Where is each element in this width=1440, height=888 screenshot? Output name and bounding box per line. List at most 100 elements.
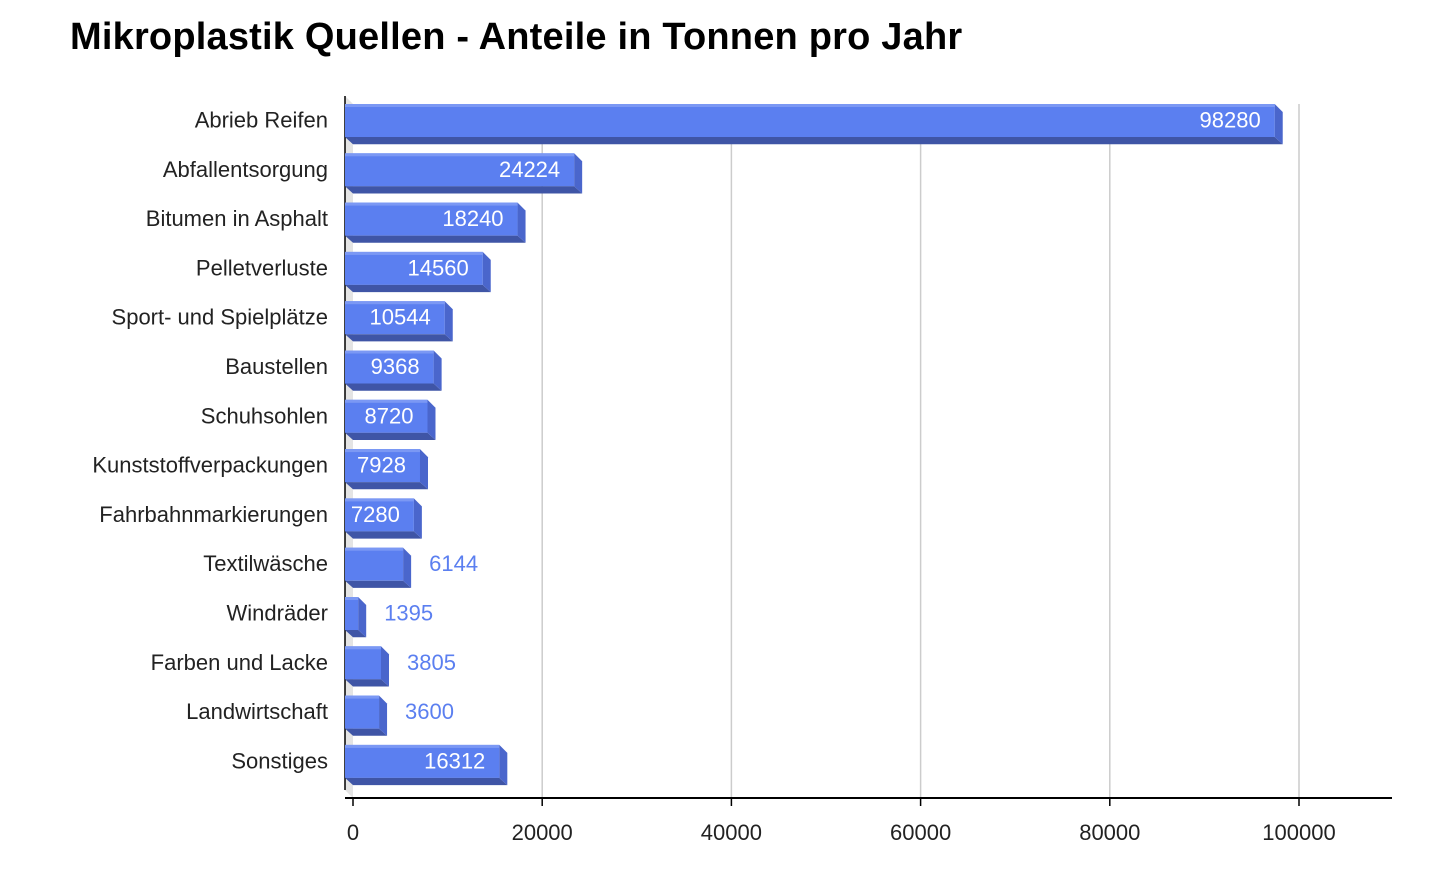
bar-side-face (380, 646, 389, 687)
bar-side-face (419, 449, 428, 490)
labels: 0 20000 40000 60000 80000 100000 Abrieb Reifen… (92, 108, 1335, 846)
category-label: Fahrbahnmarkierungen (99, 502, 328, 527)
bar-top-highlight (345, 202, 518, 206)
bar-front-face (345, 744, 500, 778)
data-label: 7280 (351, 502, 400, 527)
bar-bottom-face (345, 235, 526, 243)
bar (345, 301, 453, 342)
bar-bottom-face (345, 383, 442, 391)
bar (345, 498, 422, 539)
bar (345, 547, 412, 588)
category-label: Abrieb Reifen (195, 108, 328, 133)
bar-bottom-face (345, 334, 453, 342)
category-label: Kunststoffverpackungen (92, 453, 328, 478)
data-label: 24224 (499, 157, 560, 182)
bar-front-face (345, 350, 434, 384)
bar-front-face (345, 646, 381, 680)
bar-top-highlight (345, 449, 420, 453)
bar-side-face (403, 547, 412, 588)
x-tick-label: 40000 (701, 820, 762, 845)
bar-top-highlight (345, 547, 404, 551)
bar-side-face (482, 251, 491, 293)
bar-side-face (499, 744, 508, 786)
bar-bottom-face (345, 679, 389, 687)
gridlines (541, 104, 1300, 798)
x-tick-label: 20000 (512, 820, 573, 845)
bar-front-face (345, 301, 445, 335)
bar (345, 646, 389, 687)
bar-top-highlight (345, 646, 381, 650)
category-label: Windräder (227, 601, 328, 626)
bar-side-face (427, 399, 436, 440)
bar (345, 695, 388, 736)
chart-back-wall (345, 96, 353, 798)
bar-top-highlight (345, 153, 575, 157)
category-label: Textilwäsche (203, 551, 328, 576)
data-label: 3805 (407, 650, 456, 675)
bar-side-face (517, 202, 526, 243)
data-label: 16312 (424, 748, 485, 773)
axes (344, 96, 1392, 806)
bar-front-face (345, 449, 420, 483)
chart-title: Mikroplastik Quellen - Anteile in Tonnen… (70, 16, 963, 58)
data-label: 10544 (370, 305, 431, 330)
bar (345, 449, 428, 490)
bar-top-highlight (345, 251, 483, 255)
bar (345, 104, 1283, 145)
bar (345, 350, 442, 391)
data-label: 14560 (408, 255, 469, 280)
bar-front-face (345, 695, 380, 729)
bar-bottom-face (345, 186, 583, 194)
bar (345, 744, 508, 786)
bar (345, 251, 491, 293)
bar-top-highlight (345, 399, 428, 403)
bar-front-face (345, 399, 428, 433)
bar-bottom-face (345, 531, 422, 539)
data-label: 7928 (357, 453, 406, 478)
bar (345, 597, 367, 638)
bar-top-highlight (345, 301, 445, 305)
data-label: 1395 (384, 601, 433, 626)
x-tick-label: 60000 (890, 820, 951, 845)
bar-top-highlight (345, 744, 500, 748)
bar-front-face (345, 597, 359, 630)
data-label: 98280 (1200, 108, 1261, 133)
x-tick-label: 100000 (1262, 820, 1335, 845)
bar-side-face (358, 597, 367, 638)
bar-bottom-face (345, 432, 436, 440)
bar-bottom-face (345, 482, 428, 490)
bar-front-face (345, 251, 483, 285)
bar-side-face (379, 695, 388, 736)
category-label: Landwirtschaft (186, 699, 328, 724)
bar (345, 202, 526, 243)
bar-front-face (345, 547, 404, 581)
category-label: Sport- und Spielplätze (112, 305, 328, 330)
bar-front-face (345, 498, 414, 532)
bar-side-face (574, 153, 583, 194)
bar (345, 399, 436, 440)
bar-side-face (444, 301, 453, 342)
bar-front-face (345, 202, 518, 236)
bar-top-highlight (345, 597, 359, 600)
bar-side-face (413, 498, 422, 539)
category-label: Baustellen (225, 354, 328, 379)
data-label: 3600 (405, 699, 454, 724)
x-tick-label: 80000 (1079, 820, 1140, 845)
bar-side-face (433, 350, 442, 391)
category-label: Bitumen in Asphalt (146, 206, 328, 231)
bars (345, 104, 1283, 786)
category-label: Abfallentsorgung (163, 157, 328, 182)
data-label: 6144 (429, 551, 478, 576)
data-label: 18240 (442, 206, 503, 231)
data-label: 9368 (371, 354, 420, 379)
x-tick-label: 0 (347, 820, 359, 845)
bar-side-face (1274, 104, 1283, 145)
category-label: Schuhsohlen (201, 403, 328, 428)
data-label: 8720 (365, 403, 414, 428)
category-label: Sonstiges (231, 748, 328, 773)
bar-bottom-face (345, 728, 388, 736)
bar-top-highlight (345, 695, 380, 699)
category-label: Pelletverluste (196, 255, 328, 280)
bar-bottom-face (345, 630, 367, 638)
